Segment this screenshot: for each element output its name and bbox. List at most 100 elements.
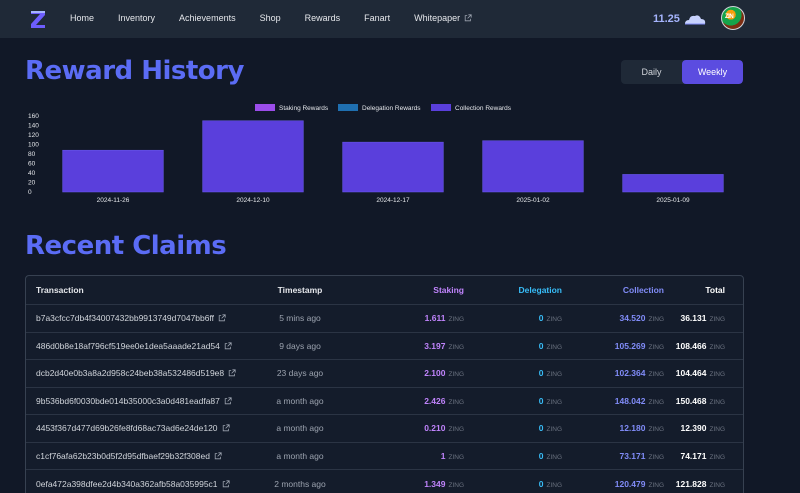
tx-cell[interactable]: 9b536bd6f0030bde014b35000c3a0d481eadfa87 <box>26 396 246 406</box>
y-tick-label: 40 <box>28 170 36 177</box>
tx-hash[interactable]: 486d0b8e18af796cf519ee0e1dea5aaade21ad54 <box>36 340 220 351</box>
x-tick-label: 2024-11-26 <box>97 197 130 204</box>
claims-table: Transaction Timestamp Staking Delegation… <box>25 275 744 493</box>
collection-cell: 120.479 ZING <box>562 479 664 489</box>
unit-label: ZING <box>448 343 464 351</box>
total-cell: 150.468 ZING <box>664 396 735 406</box>
external-link-icon[interactable] <box>214 452 222 460</box>
y-tick-label: 80 <box>28 151 36 158</box>
collection-cell: 34.520 ZING <box>562 313 664 323</box>
recent-claims-title: Recent Claims <box>25 231 227 261</box>
table-row: dcb2d40e0b3a8a2d958c24beb38a532486d519e8… <box>26 360 743 388</box>
nav-shop[interactable]: Shop <box>260 13 281 23</box>
collection-cell: 102.364 ZING <box>562 368 664 378</box>
staking-cell: 3.197 ZING <box>354 341 464 351</box>
external-link-icon[interactable] <box>224 342 232 350</box>
avatar[interactable]: ZIN <box>721 6 745 30</box>
nav-whitepaper[interactable]: Whitepaper <box>414 13 472 23</box>
external-link-icon[interactable] <box>224 397 232 405</box>
col-transaction: Transaction <box>36 285 84 295</box>
collection-cell: 105.269 ZING <box>562 341 664 351</box>
y-tick-label: 140 <box>28 123 39 130</box>
total-value: 74.171 <box>680 450 707 461</box>
tx-hash[interactable]: 0efa472a398dfee2d4b340a362afb58a035995c1 <box>36 478 218 489</box>
toggle-weekly[interactable]: Weekly <box>682 60 743 84</box>
tx-hash[interactable]: dcb2d40e0b3a8a2d958c24beb38a532486d519e8 <box>36 368 225 379</box>
table-row: 0efa472a398dfee2d4b340a362afb58a035995c1… <box>26 470 743 493</box>
nav-achievements-label: Achievements <box>179 13 236 23</box>
col-staking: Staking <box>433 285 464 295</box>
staking-cell: 2.426 ZING <box>354 396 464 406</box>
collection-value: 105.269 <box>614 340 646 351</box>
collection-value: 12.180 <box>619 423 646 434</box>
staking-value: 1.349 <box>424 478 446 489</box>
tx-hash[interactable]: 9b536bd6f0030bde014b35000c3a0d481eadfa87 <box>36 395 220 406</box>
delegation-cell: 0 ZING <box>464 451 562 461</box>
external-link-icon[interactable] <box>228 369 236 377</box>
x-tick-label: 2024-12-17 <box>376 197 410 204</box>
delegation-value: 0 <box>538 368 544 379</box>
staking-value: 3.197 <box>424 340 446 351</box>
collection-value: 73.171 <box>619 450 646 461</box>
nav-rewards-label: Rewards <box>304 13 341 23</box>
tx-cell[interactable]: 0efa472a398dfee2d4b340a362afb58a035995c1 <box>26 479 246 489</box>
unit-label: ZING <box>546 371 562 379</box>
external-link-icon[interactable] <box>218 314 226 322</box>
y-tick-label: 120 <box>28 132 39 139</box>
y-tick-label: 160 <box>28 113 39 120</box>
unit-label: ZING <box>448 316 464 324</box>
nav-inventory-label: Inventory <box>118 13 156 23</box>
table-row: b7a3cfcc7db4f34007432bb9913749d7047bb6ff… <box>26 305 743 333</box>
collection-value: 148.042 <box>614 395 646 406</box>
legend-swatch <box>338 104 358 111</box>
staking-value: 2.100 <box>424 368 446 379</box>
delegation-value: 0 <box>538 313 544 324</box>
tx-cell[interactable]: b7a3cfcc7db4f34007432bb9913749d7047bb6ff <box>26 313 246 323</box>
tx-hash[interactable]: b7a3cfcc7db4f34007432bb9913749d7047bb6ff <box>36 313 215 324</box>
unit-label: ZING <box>448 398 464 406</box>
table-body: b7a3cfcc7db4f34007432bb9913749d7047bb6ff… <box>26 305 743 493</box>
unit-label: ZING <box>546 453 562 461</box>
tx-hash[interactable]: c1cf76afa62b23b0d5f2d95dfbaef29b32f308ed <box>36 450 210 461</box>
delegation-cell: 0 ZING <box>464 423 562 433</box>
col-timestamp: Timestamp <box>277 285 323 295</box>
total-cell: 121.828 ZING <box>664 479 735 489</box>
tx-cell[interactable]: dcb2d40e0b3a8a2d958c24beb38a532486d519e8 <box>26 368 246 378</box>
tx-cell[interactable]: 4453f367d477d69b26fe8fd68ac73ad6e24de120 <box>26 423 246 433</box>
nav-achievements[interactable]: Achievements <box>179 13 236 23</box>
tx-cell[interactable]: c1cf76afa62b23b0d5f2d95dfbaef29b32f308ed <box>26 451 246 461</box>
nav-menu: Home Inventory Achievements Shop Rewards… <box>70 13 496 23</box>
x-tick-label: 2024-12-10 <box>236 197 270 204</box>
unit-label: ZING <box>448 453 464 461</box>
nav-fanart[interactable]: Fanart <box>364 13 390 23</box>
zing-balance: 11.25 <box>653 13 680 25</box>
unit-label: ZING <box>709 453 725 461</box>
delegation-value: 0 <box>538 395 544 406</box>
unit-label: ZING <box>448 426 464 434</box>
external-link-icon[interactable] <box>222 424 230 432</box>
nav-rewards[interactable]: Rewards <box>305 13 341 23</box>
zing-logo[interactable] <box>28 7 48 31</box>
delegation-value: 0 <box>538 450 544 461</box>
tx-hash[interactable]: 4453f367d477d69b26fe8fd68ac73ad6e24de120 <box>36 423 218 434</box>
staking-cell: 1 ZING <box>354 451 464 461</box>
timestamp-cell: 5 mins ago <box>279 313 321 324</box>
collection-value: 102.364 <box>614 368 646 379</box>
nav-fanart-label: Fanart <box>364 13 391 23</box>
nav-inventory[interactable]: Inventory <box>118 13 155 23</box>
external-link-icon[interactable] <box>222 480 230 488</box>
toggle-daily[interactable]: Daily <box>641 67 662 77</box>
nav-whitepaper-label: Whitepaper <box>414 13 461 23</box>
unit-label: ZING <box>546 316 562 324</box>
staking-value: 2.426 <box>424 395 446 406</box>
delegation-cell: 0 ZING <box>464 368 562 378</box>
tx-cell[interactable]: 486d0b8e18af796cf519ee0e1dea5aaade21ad54 <box>26 341 246 351</box>
period-toggle: Daily Weekly <box>621 60 743 84</box>
delegation-cell: 0 ZING <box>464 396 562 406</box>
total-value: 108.466 <box>675 340 707 351</box>
cloud-icon <box>685 15 706 25</box>
unit-label: ZING <box>448 371 464 379</box>
staking-value: 0.210 <box>424 423 446 434</box>
total-value: 150.468 <box>675 395 707 406</box>
nav-home[interactable]: Home <box>70 13 94 23</box>
